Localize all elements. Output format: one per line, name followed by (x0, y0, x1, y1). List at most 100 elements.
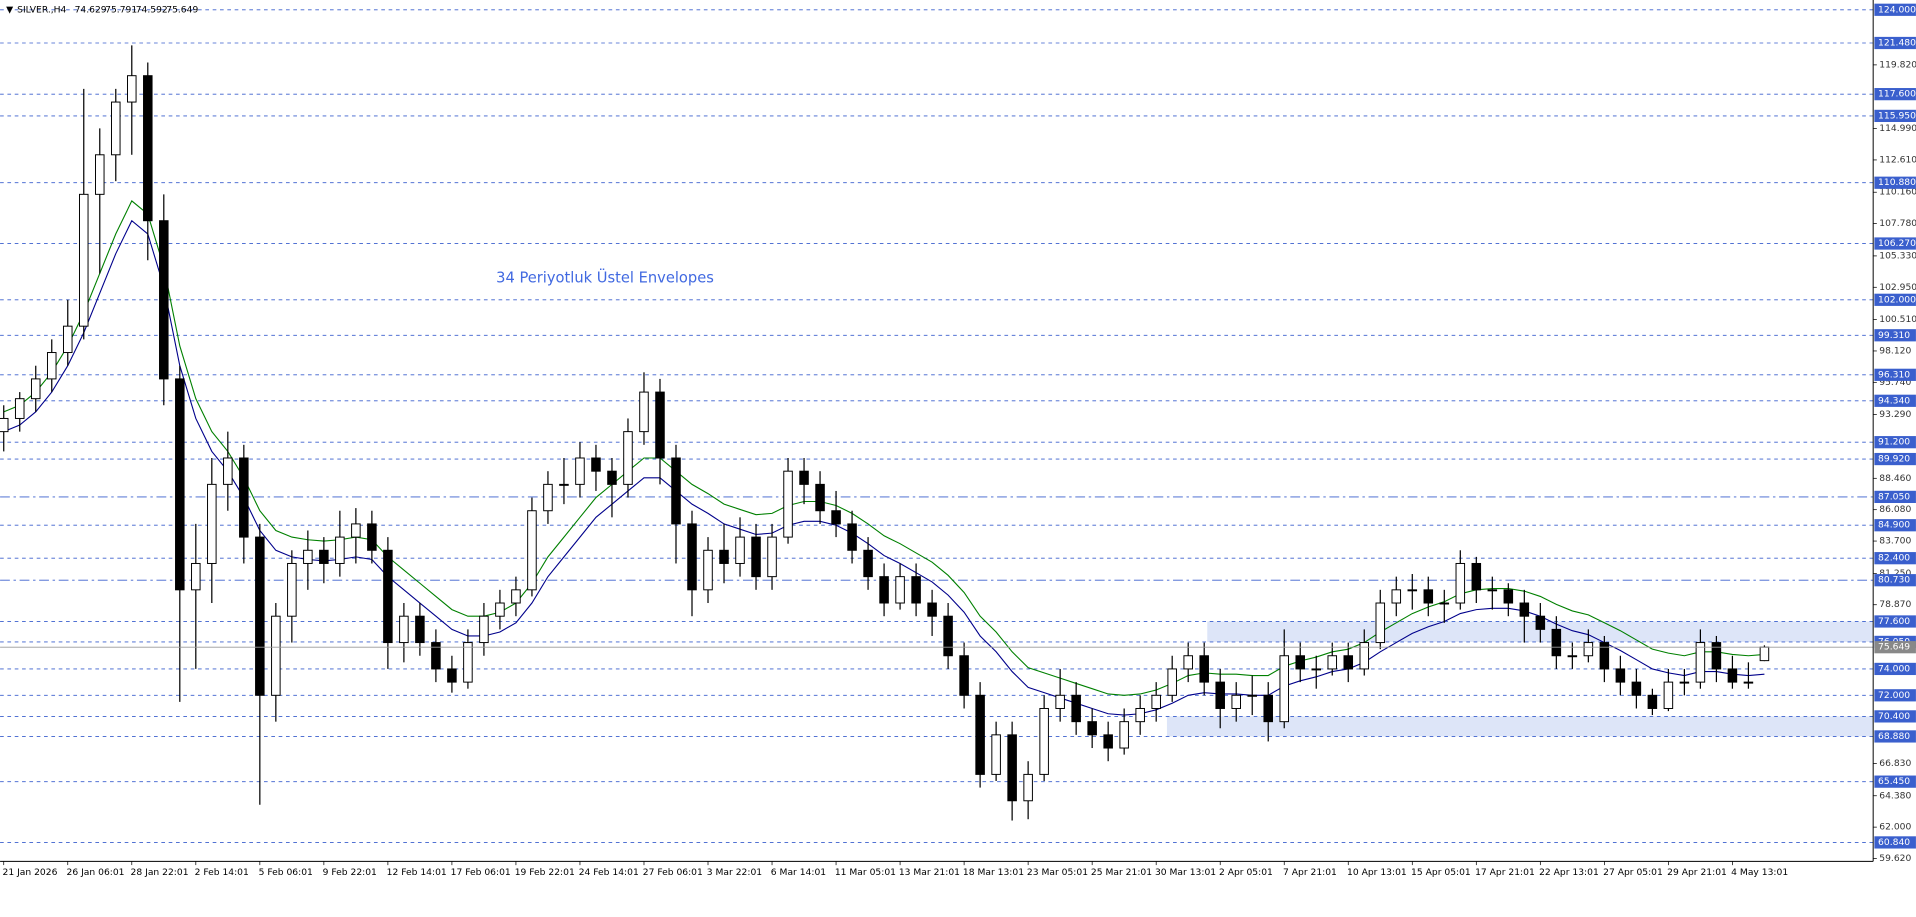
candle-body (1423, 589, 1434, 604)
x-tick-label: 11 Mar 05:01 (835, 867, 896, 878)
candle-body (191, 562, 201, 591)
candle-body (943, 615, 953, 657)
candle-body (911, 576, 921, 604)
candle-body (95, 154, 105, 195)
y-tick-label: 93.290 (1879, 409, 1911, 420)
level-label-box (1874, 109, 1916, 123)
annotation: 34 Periyotluk Üstel Envelopes (496, 269, 714, 287)
candle-body (431, 642, 441, 670)
candle-body (863, 549, 873, 578)
candle-body (1231, 694, 1241, 709)
x-tick-label: 17 Apr 21:01 (1475, 867, 1535, 878)
x-tick-label: 26 Jan 06:01 (67, 867, 125, 878)
envelope-line (3, 200, 1765, 696)
y-tick-label: 100.510 (1879, 314, 1916, 325)
candle-body (1103, 734, 1113, 749)
candle-body (1551, 628, 1562, 657)
level-label-box (1874, 293, 1916, 306)
candle-body (1311, 668, 1322, 671)
y-tick-label: 119.820 (1879, 59, 1916, 70)
candle-body (1087, 721, 1097, 736)
candle-body (639, 391, 649, 433)
candle-body (831, 510, 841, 525)
level-label-box (1874, 552, 1916, 565)
candle-body (1615, 668, 1626, 683)
candle-body (655, 391, 665, 459)
candle-body (1183, 655, 1193, 670)
candle-body (815, 483, 825, 512)
level-label-box (1874, 3, 1916, 16)
candle-body (255, 536, 265, 696)
header-open: 74.629 (75, 4, 107, 15)
x-tick-label: 6 Mar 14:01 (771, 867, 826, 878)
candle-body (1647, 694, 1658, 709)
candle-body (1023, 773, 1033, 802)
candle-body (1487, 589, 1498, 592)
level-label-box (1874, 662, 1916, 676)
candle-body (1711, 642, 1722, 670)
level-label-box (1874, 329, 1916, 342)
candle-body (1583, 642, 1594, 657)
candle-body (591, 457, 601, 472)
candle-body (1071, 694, 1081, 723)
level-label: 124.000 (1878, 4, 1916, 15)
candle-body (1599, 642, 1610, 670)
candle-body (799, 470, 809, 485)
x-tick-label: 4 May 13:01 (1731, 867, 1788, 878)
x-tick-label: 30 Mar 13:01 (1155, 867, 1216, 878)
y-tick-label: 81.250 (1879, 568, 1911, 579)
candle-body (687, 523, 697, 591)
level-label-box (1874, 237, 1916, 250)
candle-body (1359, 642, 1370, 670)
level-label: 117.600 (1878, 89, 1916, 100)
x-tick-label: 25 Mar 21:01 (1091, 867, 1152, 878)
level-label-box (1874, 490, 1916, 504)
level-label-box (1874, 836, 1916, 849)
x-tick-label: 15 Apr 05:01 (1411, 867, 1471, 878)
candle-body (543, 483, 553, 512)
x-tick-label: 3 Mar 22:01 (707, 867, 762, 878)
candle-body (271, 615, 281, 696)
candle-body (78, 193, 89, 327)
candle-body (1119, 721, 1129, 749)
candle-body (1663, 681, 1674, 709)
candle-body (127, 75, 137, 103)
level-label-box (1874, 730, 1916, 743)
candle-body (895, 576, 905, 604)
candle-body (767, 536, 777, 578)
candle-body (879, 576, 889, 604)
candle-body (735, 536, 745, 564)
x-tick-label: 19 Feb 22:01 (515, 867, 575, 878)
candle-body (0, 417, 9, 433)
candle-body (1055, 694, 1065, 709)
menu-arrow[interactable]: ▼ (6, 4, 14, 15)
current-price-box (1874, 641, 1916, 654)
candle-body (1007, 734, 1017, 802)
candle-body (751, 536, 761, 578)
x-tick-label: 17 Feb 06:01 (451, 867, 511, 878)
level-label: 74.000 (1878, 663, 1910, 674)
candle-body (1167, 668, 1177, 696)
candle-body (1407, 589, 1418, 592)
level-label: 77.600 (1878, 616, 1910, 627)
candle-body (1679, 681, 1690, 684)
candle-body (975, 694, 985, 775)
candle-body (703, 549, 713, 591)
header-high: 75.791 (105, 4, 137, 15)
level-label: 80.730 (1878, 575, 1910, 586)
candle-body (527, 510, 537, 591)
level-label: 96.310 (1878, 369, 1910, 380)
candle-body (223, 457, 233, 485)
level-label: 60.840 (1878, 837, 1910, 848)
level-label-box (1874, 394, 1916, 407)
candle-body (287, 562, 297, 617)
candle-body (447, 668, 457, 683)
candle-body (575, 457, 585, 485)
y-tick-label: 107.780 (1879, 218, 1916, 229)
candle-body (367, 523, 377, 551)
header-low: 74.592 (136, 4, 168, 15)
candle-body (1343, 655, 1354, 670)
level-label: 106.270 (1878, 238, 1916, 249)
x-tick-label: 13 Mar 21:01 (899, 867, 960, 878)
